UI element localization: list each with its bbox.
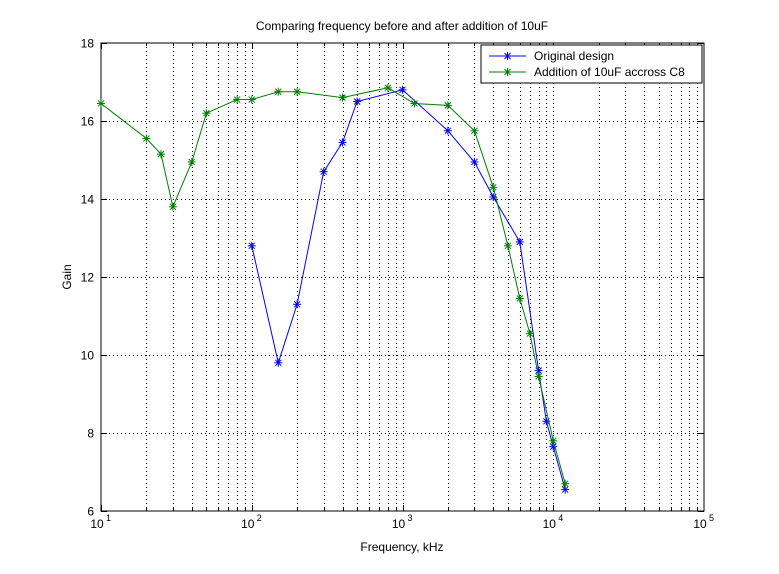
data-point bbox=[534, 372, 543, 381]
data-point bbox=[443, 101, 452, 110]
data-point bbox=[156, 150, 165, 159]
legend-marker bbox=[503, 52, 512, 60]
y-tick-label: 6 bbox=[87, 505, 94, 519]
data-point bbox=[398, 85, 407, 94]
legend-label: Original design bbox=[534, 49, 614, 63]
series-line bbox=[100, 87, 566, 484]
data-point bbox=[97, 99, 105, 108]
data-point bbox=[247, 241, 256, 250]
data-point bbox=[561, 479, 570, 488]
data-point bbox=[338, 93, 347, 102]
legend-box bbox=[480, 44, 703, 84]
data-point bbox=[319, 167, 328, 176]
data-point bbox=[383, 83, 392, 92]
x-tick-label: 10 bbox=[693, 517, 707, 531]
data-point bbox=[338, 138, 347, 147]
series-1 bbox=[247, 85, 570, 494]
data-point bbox=[202, 109, 211, 118]
legend-entry: Addition of 10uF accross C8 bbox=[489, 65, 685, 79]
data-point bbox=[247, 95, 256, 104]
y-tick-label: 12 bbox=[81, 271, 95, 285]
grid bbox=[101, 43, 704, 511]
legend-label: Addition of 10uF accross C8 bbox=[534, 65, 685, 79]
data-point bbox=[293, 87, 302, 96]
y-tick-label: 8 bbox=[87, 427, 94, 441]
data-point bbox=[489, 183, 498, 192]
data-point bbox=[142, 134, 151, 143]
x-tick-exponent: 3 bbox=[408, 513, 413, 523]
chart-title: Comparing frequency before and after add… bbox=[256, 19, 548, 33]
y-tick-label: 16 bbox=[81, 115, 95, 129]
data-point bbox=[353, 97, 362, 106]
data-point bbox=[274, 87, 283, 96]
data-point bbox=[168, 202, 177, 211]
x-tick-exponent: 4 bbox=[558, 513, 563, 523]
data-point bbox=[233, 95, 242, 104]
y-tick-label: 10 bbox=[81, 349, 95, 363]
data-point bbox=[525, 329, 534, 338]
data-point bbox=[293, 300, 302, 309]
data-point bbox=[470, 157, 479, 166]
data-point bbox=[549, 436, 558, 445]
x-tick-exponent: 5 bbox=[709, 513, 714, 523]
y-tick-label: 18 bbox=[81, 37, 95, 51]
x-axis-label: Frequency, kHz bbox=[360, 540, 443, 554]
plot-series bbox=[97, 83, 570, 494]
legend-entry: Original design bbox=[489, 49, 614, 63]
legend: Original design Addition of 10uF accross … bbox=[480, 44, 703, 84]
x-tick-exponent: 2 bbox=[257, 513, 262, 523]
x-tick-label: 10 bbox=[543, 517, 557, 531]
x-tick-label: 10 bbox=[241, 517, 255, 531]
x-tick-exponent: 1 bbox=[106, 513, 111, 523]
data-point bbox=[515, 294, 524, 303]
data-point bbox=[443, 126, 452, 135]
y-tick-label: 14 bbox=[81, 193, 95, 207]
x-tick-label: 10 bbox=[90, 517, 104, 531]
data-point bbox=[410, 99, 419, 108]
y-axis-label: Gain bbox=[60, 264, 74, 289]
x-tick-label: 10 bbox=[392, 517, 406, 531]
series-2 bbox=[97, 83, 570, 488]
data-point bbox=[187, 157, 196, 166]
data-point bbox=[515, 237, 524, 246]
legend-marker bbox=[503, 68, 512, 76]
data-point bbox=[470, 126, 479, 135]
data-point bbox=[503, 241, 512, 250]
data-point bbox=[274, 358, 283, 367]
